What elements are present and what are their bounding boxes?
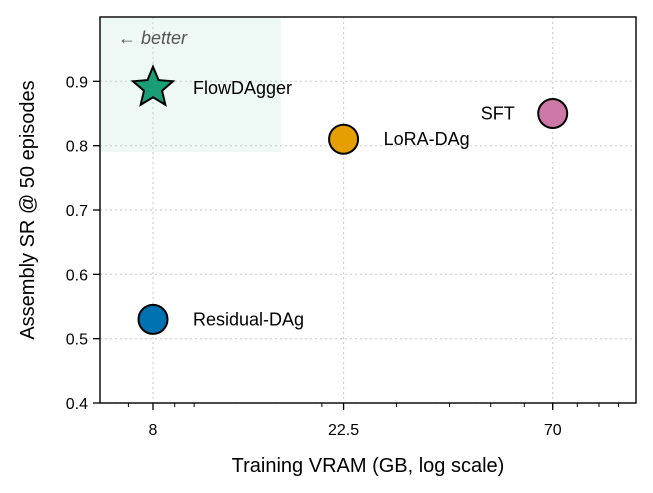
point-flowdagger <box>130 64 176 107</box>
y-tick-label: 0.8 <box>66 139 88 156</box>
ticks-layer: 8 22.5 70 0.4 0.5 0.6 0.7 0.8 0.9 <box>66 74 619 439</box>
x-tick-label: 22.5 <box>328 422 359 439</box>
points-layer: FlowDAgger LoRA-DAg SFT Residual-DAg <box>130 64 569 335</box>
point-label-lora-dag: LoRA-DAg <box>384 129 470 149</box>
y-axis-label: Assembly SR @ 50 episodes <box>17 80 39 339</box>
y-tick-label: 0.7 <box>66 203 88 220</box>
point-label-sft: SFT <box>481 104 515 124</box>
x-tick-label: 70 <box>544 422 562 439</box>
y-tick-label: 0.6 <box>66 267 88 284</box>
better-region <box>100 17 281 153</box>
y-tick-label: 0.9 <box>66 74 88 91</box>
x-tick-label: 8 <box>149 422 158 439</box>
point-lora-dag <box>328 123 360 155</box>
y-tick-label: 0.4 <box>66 396 88 413</box>
point-sft <box>537 98 569 129</box>
y-tick-label: 0.5 <box>66 332 88 349</box>
point-label-residual-dag: Residual-DAg <box>193 309 304 329</box>
better-annotation: ← better <box>118 28 188 48</box>
x-axis-label: Training VRAM (GB, log scale) <box>232 455 505 477</box>
point-label-flowdagger: FlowDAgger <box>193 78 292 98</box>
point-residual-dag <box>137 303 169 335</box>
